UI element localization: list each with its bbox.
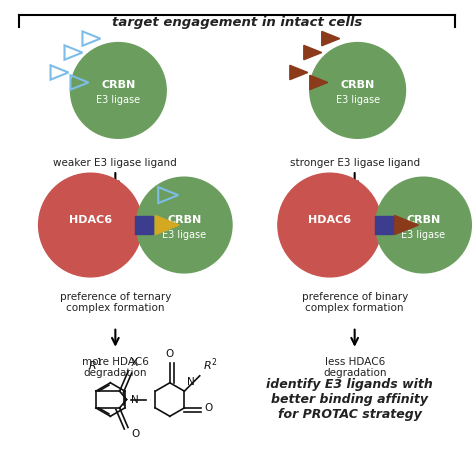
- Text: preference of binary
complex formation: preference of binary complex formation: [301, 292, 408, 313]
- Text: E3 ligase: E3 ligase: [162, 230, 206, 240]
- Text: N: N: [187, 377, 195, 387]
- Text: CRBN: CRBN: [167, 215, 201, 225]
- Text: target engagement in intact cells: target engagement in intact cells: [112, 16, 362, 29]
- Polygon shape: [394, 216, 419, 235]
- Text: HDAC6: HDAC6: [308, 215, 351, 225]
- Text: stronger E3 ligase ligand: stronger E3 ligase ligand: [290, 158, 419, 168]
- Polygon shape: [290, 65, 308, 80]
- Text: O: O: [204, 403, 212, 413]
- Polygon shape: [155, 216, 179, 235]
- Text: $R^2$: $R^2$: [203, 356, 218, 373]
- Text: O: O: [131, 429, 139, 439]
- FancyBboxPatch shape: [135, 216, 153, 234]
- Text: $R^1$: $R^1$: [88, 356, 102, 373]
- FancyBboxPatch shape: [374, 216, 392, 234]
- Circle shape: [71, 43, 166, 138]
- Text: HDAC6: HDAC6: [69, 215, 112, 225]
- Text: identify E3 ligands with
better binding affinity
for PROTAC strategy: identify E3 ligands with better binding …: [266, 378, 433, 421]
- Circle shape: [137, 177, 232, 273]
- Text: CRBN: CRBN: [406, 215, 440, 225]
- Text: more HDAC6
degradation: more HDAC6 degradation: [82, 356, 149, 378]
- Polygon shape: [322, 31, 340, 46]
- Circle shape: [310, 43, 405, 138]
- Text: E3 ligase: E3 ligase: [401, 230, 446, 240]
- Text: preference of ternary
complex formation: preference of ternary complex formation: [60, 292, 171, 313]
- Circle shape: [278, 173, 382, 277]
- Circle shape: [38, 173, 142, 277]
- Text: weaker E3 ligase ligand: weaker E3 ligase ligand: [54, 158, 177, 168]
- Text: N: N: [130, 394, 138, 404]
- Polygon shape: [304, 46, 322, 60]
- Text: O: O: [166, 349, 174, 359]
- Circle shape: [375, 177, 471, 273]
- Polygon shape: [310, 75, 328, 90]
- Text: X: X: [131, 357, 138, 368]
- Text: E3 ligase: E3 ligase: [96, 95, 140, 105]
- Text: CRBN: CRBN: [340, 81, 375, 91]
- Text: less HDAC6
degradation: less HDAC6 degradation: [323, 356, 386, 378]
- Text: CRBN: CRBN: [101, 81, 136, 91]
- Text: E3 ligase: E3 ligase: [336, 95, 380, 105]
